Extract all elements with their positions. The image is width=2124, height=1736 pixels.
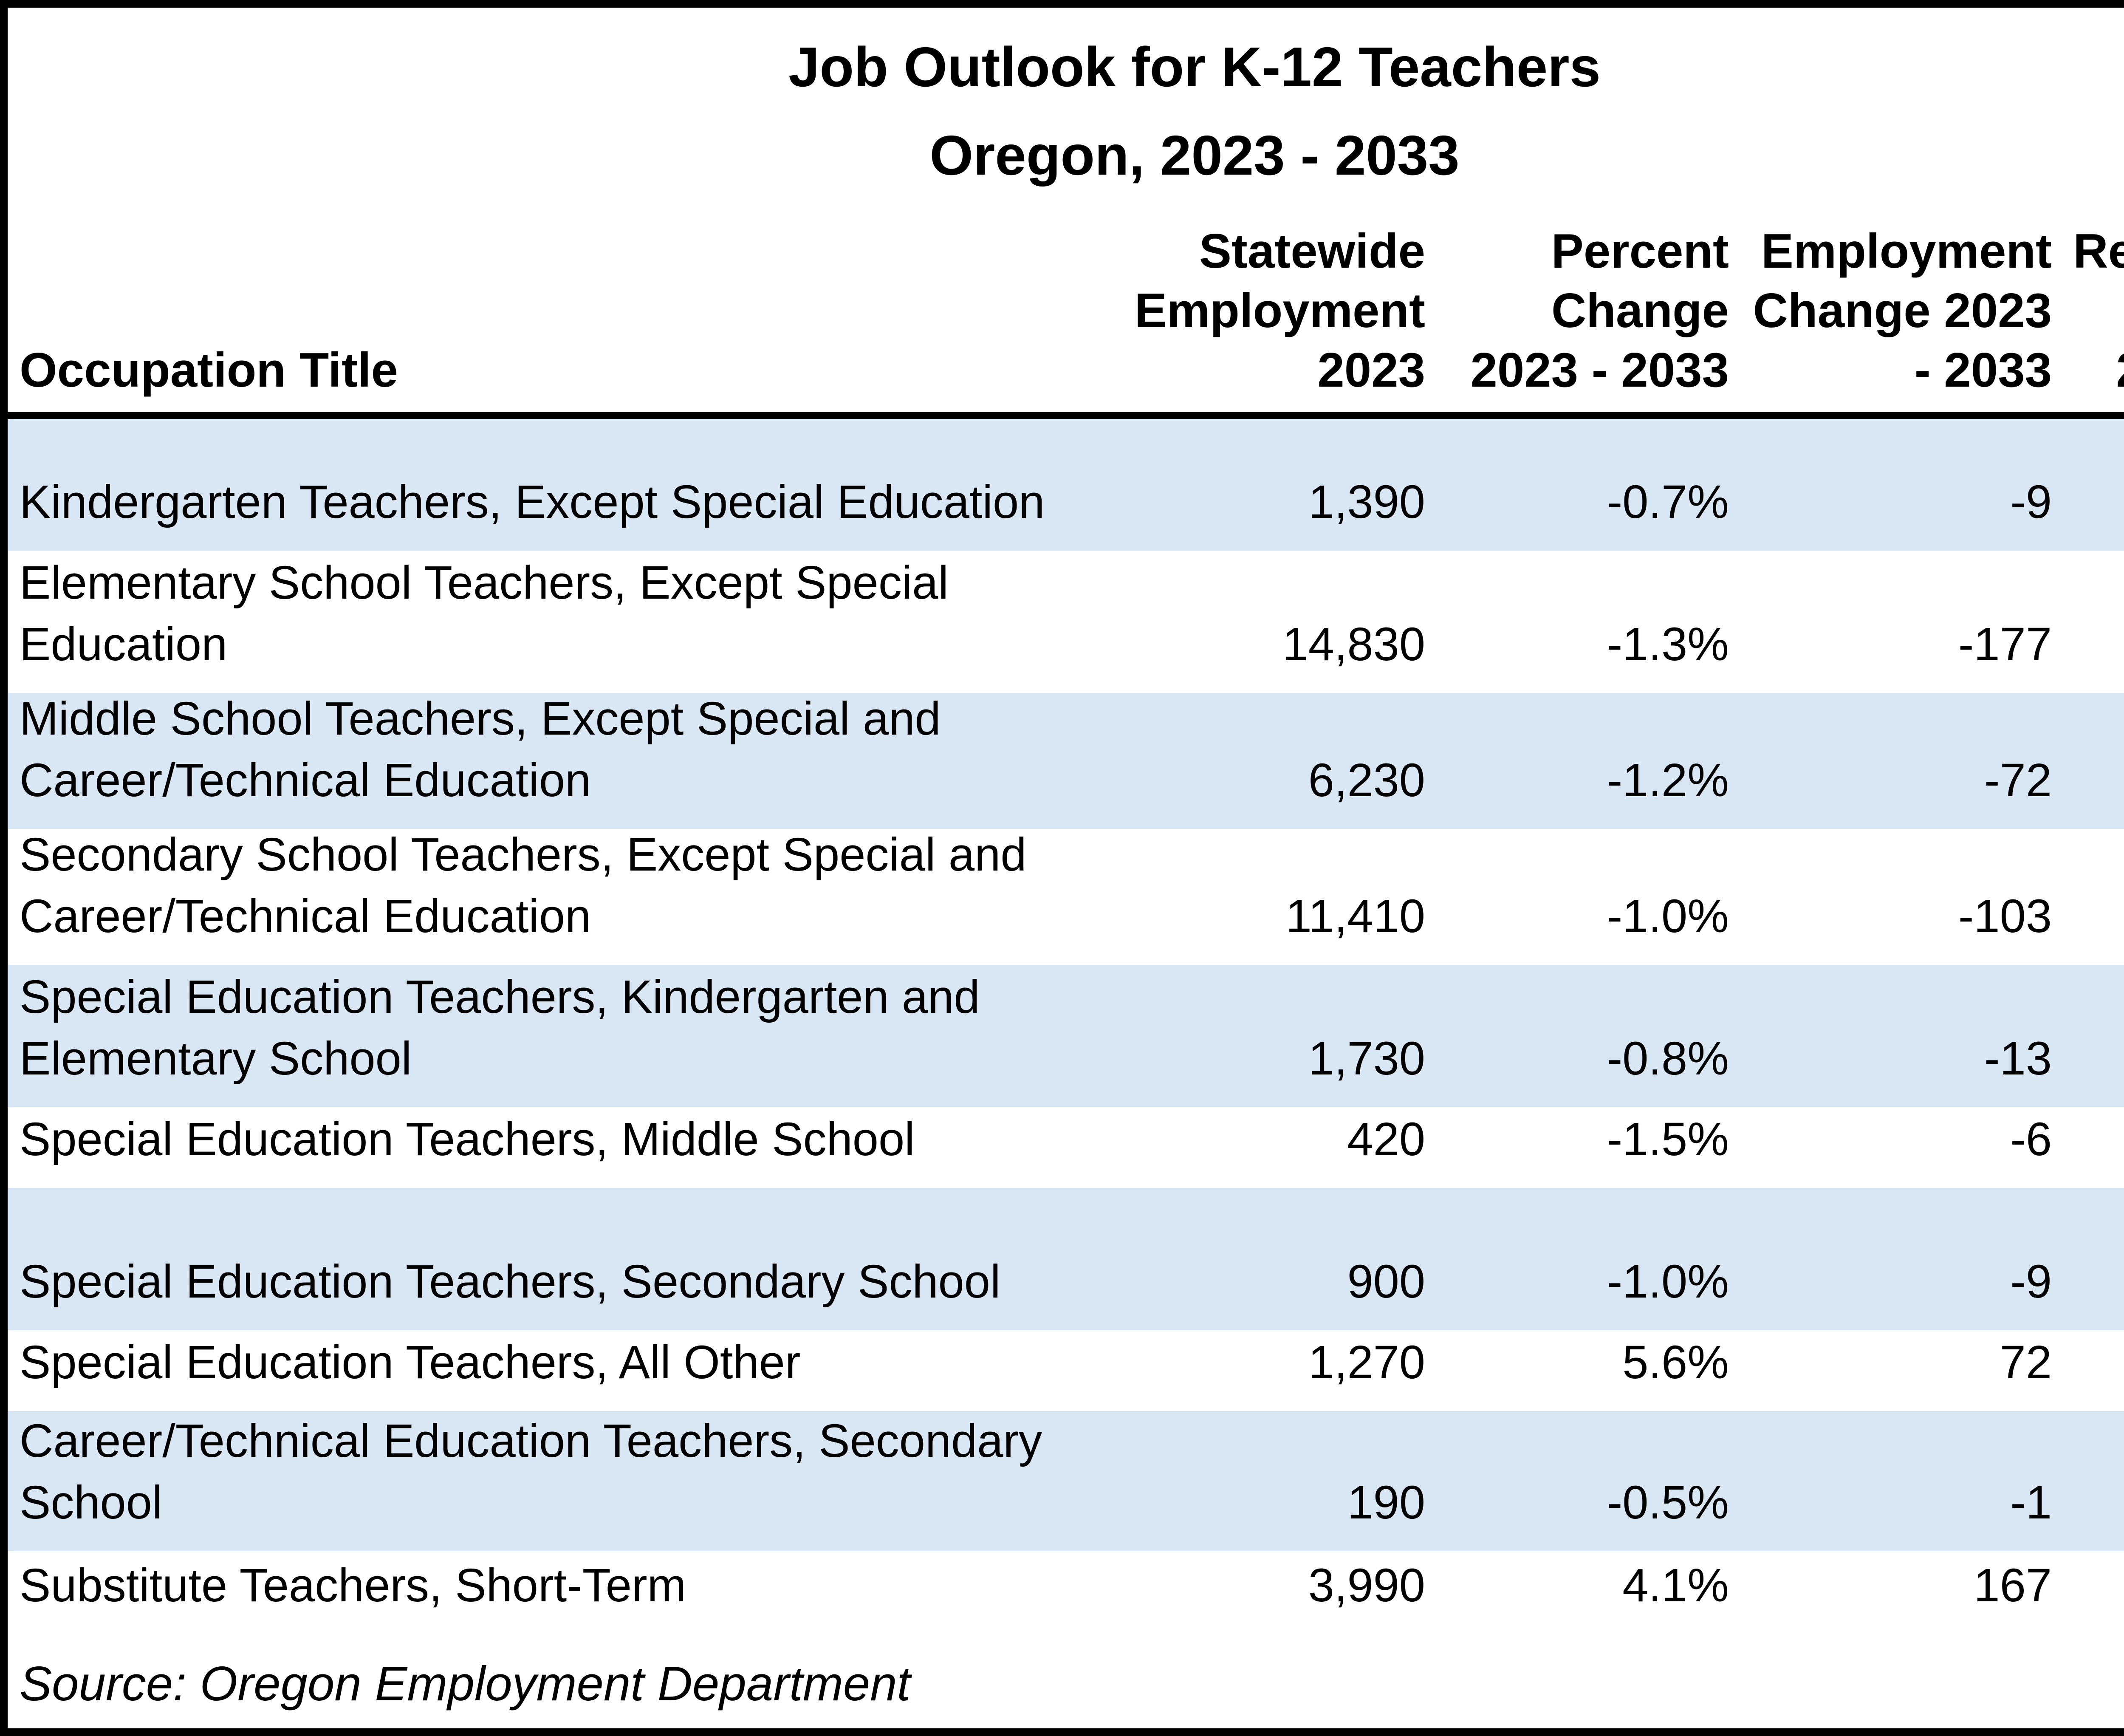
employment-change-cell: 72 (2000, 1336, 2052, 1388)
employment-change-cell: -6 (2010, 1113, 2052, 1165)
percent-change-cell: -0.5% (1607, 1476, 1729, 1529)
employment-2023-cell: 1,270 (1308, 1336, 1425, 1388)
employment-change-cell: -9 (2010, 1255, 2052, 1308)
table-row: Special Education Teachers, All Other 1,… (8, 1330, 2124, 1411)
percent-change-cell: 4.1% (1622, 1559, 1729, 1612)
employment-2023-cell: 11,410 (1285, 890, 1425, 942)
table-row: Special Education Teachers, Middle Schoo… (8, 1107, 2124, 1188)
header-employment-change: Employment Change 2023 - 2033 (1753, 224, 2052, 397)
employment-change-cell: -177 (1958, 618, 2052, 670)
replacement-openings-cell: 110 (2052, 1472, 2124, 1551)
table-row: Elementary School Teachers, Except Speci… (8, 551, 2124, 693)
replacement-openings-cell: 3,847 (2052, 749, 2124, 829)
percent-change-cell: -0.8% (1607, 1032, 1729, 1085)
employment-change-cell: -72 (1984, 754, 2052, 806)
replacement-openings-cell: 581 (2052, 1251, 2124, 1330)
employment-2023-cell: 1,730 (1308, 1032, 1425, 1085)
table-row: Special Education Teachers, Secondary Sc… (8, 1188, 2124, 1330)
replacement-openings-cell: 1,436 (2052, 471, 2124, 551)
title-block: Job Outlook for K-12 Teachers Oregon, 20… (8, 8, 2124, 200)
percent-change-cell: -0.7% (1607, 476, 1729, 528)
employment-2023-cell: 900 (1347, 1255, 1425, 1308)
occupation-title-cell: Career/Technical Education Teachers, Sec… (20, 1415, 1042, 1529)
occupation-title-cell: Elementary School Teachers, Except Speci… (20, 557, 949, 670)
header-replacement-openings: Replacement Openings 2023 - 2033 (2073, 224, 2124, 397)
employment-change-cell: -13 (1984, 1032, 2052, 1085)
employment-change-cell: -9 (2010, 476, 2052, 528)
header-statewide-employment: Statewide Employment 2023 (1134, 224, 1425, 397)
source-note: Source: Oregon Employment Department (20, 1657, 911, 1711)
table-subtitle: Oregon, 2023 - 2033 (929, 124, 1460, 187)
replacement-openings-cell: 902 (2052, 1332, 2124, 1411)
employment-2023-cell: 3,990 (1308, 1559, 1425, 1612)
replacement-openings-cell: 268 (2052, 1108, 2124, 1188)
table-row: Substitute Teachers, Short-Term 3,990 4.… (8, 1551, 2124, 1634)
replacement-openings-cell: 6,494 (2052, 885, 2124, 965)
table-title: Job Outlook for K-12 Teachers (788, 36, 1601, 98)
header-percent-change: Percent Change 2023 - 2033 (1470, 224, 1729, 397)
table-row: Secondary School Teachers, Except Specia… (8, 828, 2124, 965)
header-occupation-title: Occupation Title (20, 343, 398, 397)
employment-2023-cell: 420 (1347, 1113, 1425, 1165)
occupation-title-cell: Kindergarten Teachers, Except Special Ed… (20, 476, 1045, 528)
occupation-title-cell: Secondary School Teachers, Except Specia… (20, 828, 1027, 942)
occupation-title-cell: Special Education Teachers, Secondary Sc… (20, 1255, 1001, 1308)
table-row: Kindergarten Teachers, Except Special Ed… (8, 419, 2124, 551)
occupation-title-cell: Special Education Teachers, All Other (20, 1336, 801, 1388)
percent-change-cell: -1.0% (1607, 1255, 1729, 1308)
table-row: Special Education Teachers, Kindergarten… (8, 965, 2124, 1107)
occupation-title-cell: Substitute Teachers, Short-Term (20, 1559, 686, 1612)
employment-2023-cell: 14,830 (1282, 618, 1425, 670)
replacement-openings-cell: 1,117 (2052, 1028, 2124, 1107)
employment-2023-cell: 6,230 (1308, 754, 1425, 806)
percent-change-cell: -1.3% (1607, 618, 1729, 670)
employment-change-cell: -103 (1958, 890, 2052, 942)
occupation-title-cell: Special Education Teachers, Middle Schoo… (20, 1113, 915, 1165)
employment-2023-cell: 190 (1347, 1476, 1425, 1529)
employment-change-cell: 167 (1974, 1559, 2052, 1612)
employment-change-cell: -1 (2010, 1476, 2052, 1529)
occupation-title-cell: Middle School Teachers, Except Special a… (20, 693, 941, 806)
percent-change-cell: -1.2% (1607, 754, 1729, 806)
employment-2023-cell: 1,390 (1308, 476, 1425, 528)
table-row: Career/Technical Education Teachers, Sec… (8, 1411, 2124, 1551)
table-header: Occupation Title Statewide Employment 20… (8, 200, 2124, 419)
percent-change-cell: 5.6% (1622, 1336, 1729, 1388)
percent-change-cell: -1.0% (1607, 890, 1729, 942)
table-row: Middle School Teachers, Except Special a… (8, 693, 2124, 829)
replacement-openings-cell: 4,949 (2052, 1555, 2124, 1634)
replacement-openings-cell: 9,153 (2052, 614, 2124, 693)
occupation-title-cell: Special Education Teachers, Kindergarten… (20, 971, 980, 1085)
percent-change-cell: -1.5% (1607, 1113, 1729, 1165)
